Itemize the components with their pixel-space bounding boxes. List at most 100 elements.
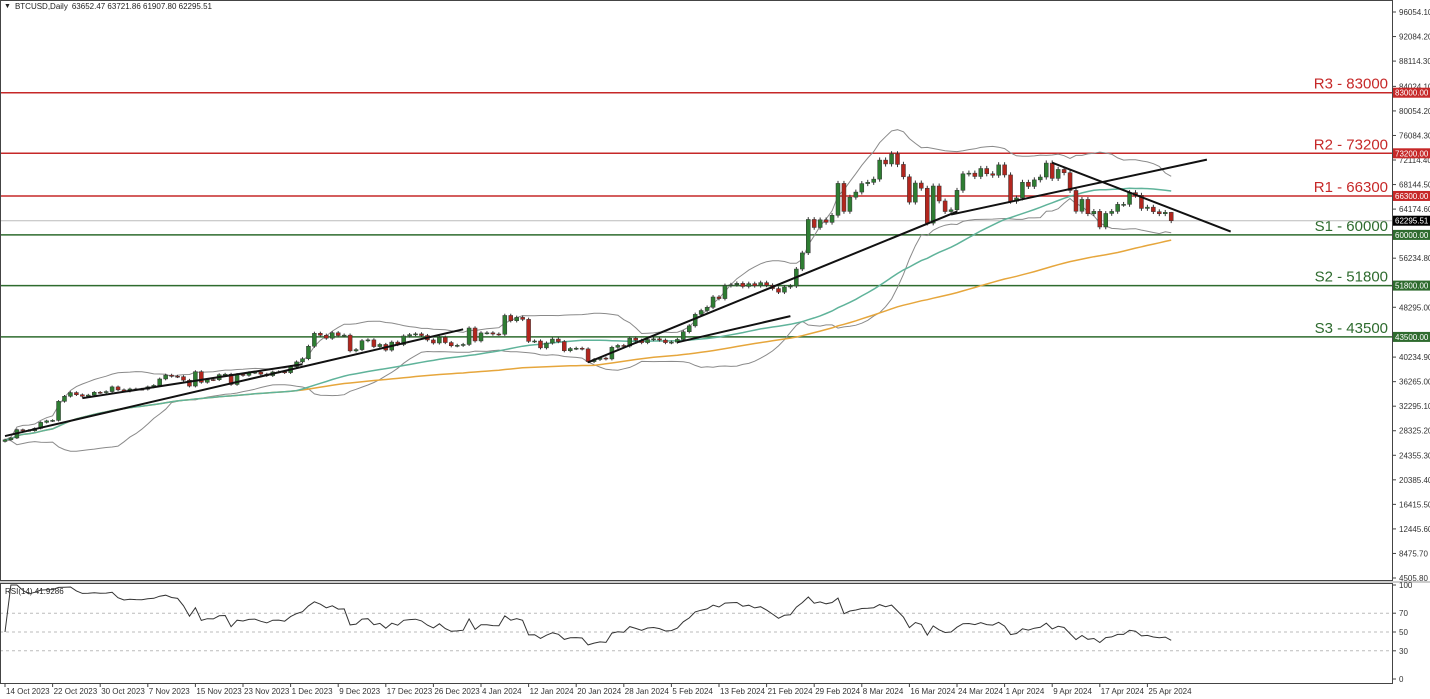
candle[interactable] bbox=[1002, 162, 1007, 178]
candle[interactable] bbox=[913, 180, 918, 205]
candle[interactable] bbox=[502, 313, 508, 336]
candle[interactable] bbox=[306, 344, 311, 361]
candle[interactable] bbox=[1168, 211, 1174, 224]
candle[interactable] bbox=[930, 183, 936, 226]
triangle-down-icon[interactable]: ▼ bbox=[4, 3, 11, 10]
candle[interactable] bbox=[449, 340, 454, 348]
candle[interactable] bbox=[413, 332, 418, 337]
candle[interactable] bbox=[56, 400, 61, 422]
candle[interactable] bbox=[2, 438, 8, 443]
candle[interactable] bbox=[883, 157, 888, 167]
candle[interactable] bbox=[377, 342, 383, 349]
candle[interactable] bbox=[1097, 208, 1103, 230]
candle[interactable] bbox=[335, 331, 341, 338]
candle[interactable] bbox=[1091, 208, 1097, 217]
candle[interactable] bbox=[841, 180, 847, 214]
candle[interactable] bbox=[1103, 211, 1108, 230]
candle[interactable] bbox=[1145, 204, 1150, 211]
candle[interactable] bbox=[1044, 160, 1049, 180]
candle[interactable] bbox=[728, 282, 734, 288]
candle[interactable] bbox=[526, 317, 531, 343]
candle[interactable] bbox=[490, 331, 496, 336]
candle[interactable] bbox=[1151, 204, 1156, 215]
candle[interactable] bbox=[443, 335, 448, 345]
candle[interactable] bbox=[657, 337, 662, 342]
candle[interactable] bbox=[1115, 201, 1120, 214]
candle[interactable] bbox=[669, 340, 674, 345]
candle[interactable] bbox=[573, 346, 579, 351]
candle[interactable] bbox=[520, 315, 525, 322]
candle[interactable] bbox=[835, 180, 841, 218]
candle[interactable] bbox=[68, 391, 73, 398]
candle[interactable] bbox=[169, 373, 174, 378]
candle[interactable] bbox=[716, 295, 722, 301]
candle[interactable] bbox=[1020, 179, 1025, 201]
trendline[interactable] bbox=[587, 210, 958, 364]
trendline[interactable] bbox=[82, 363, 303, 400]
candle[interactable] bbox=[746, 281, 751, 289]
candle[interactable] bbox=[484, 331, 490, 335]
candle[interactable] bbox=[889, 151, 894, 167]
candle[interactable] bbox=[1109, 209, 1114, 216]
candle[interactable] bbox=[633, 336, 638, 342]
candle[interactable] bbox=[454, 343, 460, 348]
candle[interactable] bbox=[562, 340, 567, 353]
candle[interactable] bbox=[806, 217, 811, 256]
candle[interactable] bbox=[62, 395, 67, 403]
candle[interactable] bbox=[847, 194, 853, 214]
candle[interactable] bbox=[175, 374, 180, 379]
candle[interactable] bbox=[978, 165, 984, 180]
candle[interactable] bbox=[919, 180, 924, 191]
candle[interactable] bbox=[532, 339, 537, 343]
candle[interactable] bbox=[865, 179, 870, 187]
candle[interactable] bbox=[579, 346, 585, 351]
candle[interactable] bbox=[550, 337, 555, 345]
trendline[interactable] bbox=[950, 158, 1208, 216]
candle[interactable] bbox=[1055, 166, 1061, 181]
candle[interactable] bbox=[966, 170, 972, 177]
candle[interactable] bbox=[722, 283, 728, 301]
candle[interactable] bbox=[687, 324, 692, 334]
candle[interactable] bbox=[948, 207, 954, 214]
candle[interactable] bbox=[1163, 209, 1168, 217]
candle[interactable] bbox=[115, 385, 121, 392]
candle[interactable] bbox=[663, 338, 668, 345]
trendline[interactable] bbox=[1051, 161, 1232, 233]
candle[interactable] bbox=[347, 333, 353, 353]
candle[interactable] bbox=[1026, 179, 1031, 189]
candle[interactable] bbox=[615, 343, 621, 349]
candle[interactable] bbox=[341, 333, 347, 338]
candle[interactable] bbox=[359, 339, 365, 352]
candle[interactable] bbox=[163, 373, 168, 381]
candle[interactable] bbox=[508, 313, 513, 323]
candle[interactable] bbox=[8, 436, 14, 441]
candle[interactable] bbox=[103, 390, 109, 394]
candle[interactable] bbox=[472, 326, 478, 343]
candle[interactable] bbox=[901, 161, 906, 180]
candle[interactable] bbox=[568, 346, 573, 353]
candle[interactable] bbox=[752, 281, 757, 288]
candle[interactable] bbox=[419, 332, 424, 338]
candle[interactable] bbox=[1073, 187, 1079, 214]
trendline[interactable] bbox=[4, 328, 464, 438]
candle[interactable] bbox=[758, 280, 763, 288]
candle[interactable] bbox=[50, 419, 55, 422]
candle[interactable] bbox=[603, 356, 609, 361]
candle[interactable] bbox=[1008, 172, 1013, 204]
candle[interactable] bbox=[907, 174, 912, 205]
candle[interactable] bbox=[984, 165, 989, 177]
candle[interactable] bbox=[514, 315, 519, 323]
candle[interactable] bbox=[466, 326, 472, 347]
candle[interactable] bbox=[996, 162, 1001, 178]
candle[interactable] bbox=[371, 338, 377, 349]
candle[interactable] bbox=[877, 157, 882, 182]
candle[interactable] bbox=[776, 286, 781, 295]
candle[interactable] bbox=[853, 189, 859, 200]
candle[interactable] bbox=[925, 185, 930, 226]
candle[interactable] bbox=[704, 305, 710, 313]
candle[interactable] bbox=[800, 250, 805, 272]
candle[interactable] bbox=[353, 348, 359, 353]
candle[interactable] bbox=[193, 370, 198, 388]
candle[interactable] bbox=[829, 212, 835, 225]
candle[interactable] bbox=[764, 280, 769, 288]
